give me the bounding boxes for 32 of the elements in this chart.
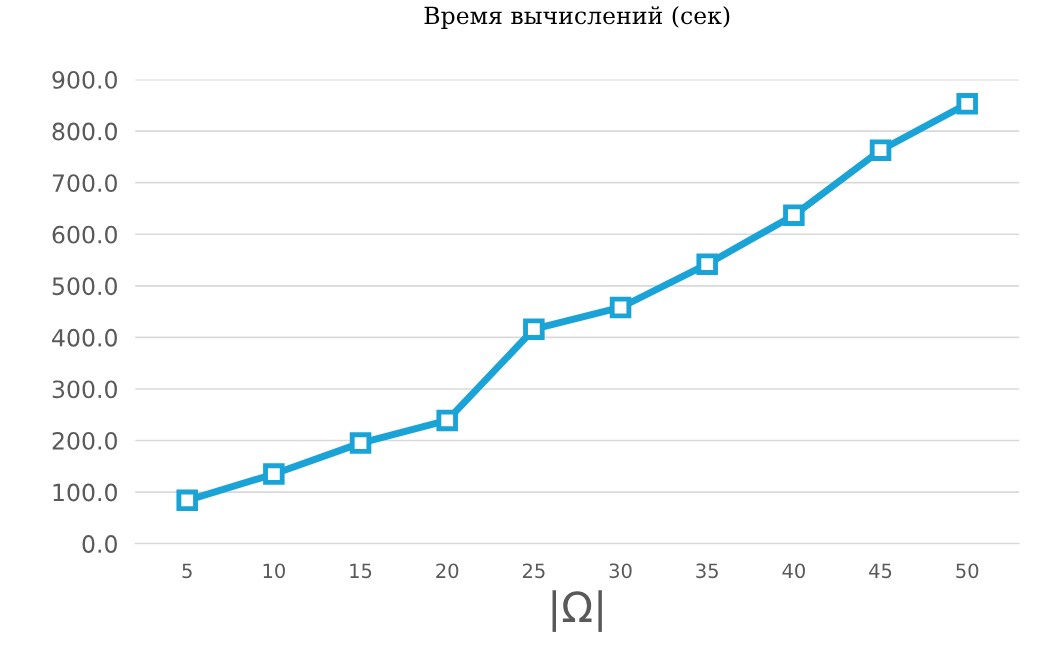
point (263, 463, 285, 485)
point (349, 432, 372, 454)
point (436, 409, 458, 432)
x-tick-label: 30 (609, 563, 632, 579)
y-tick-label: 200.0 (52, 431, 117, 450)
y-tick-label: 100.0 (53, 483, 117, 502)
x-tick-label: 20 (436, 563, 459, 579)
x-tick-label: 45 (869, 563, 892, 579)
chart-title: Время вычислений (сек) (424, 6, 730, 29)
y-tick-label: 0.0 (82, 535, 117, 553)
y-tick-label: 800.0 (52, 122, 117, 141)
y-tick-label: 900.0 (52, 71, 117, 89)
x-tick-label: 50 (956, 563, 979, 579)
x-tick-label: 15 (350, 563, 372, 579)
point (523, 318, 545, 340)
point (783, 204, 805, 226)
y-tick-label: 700.0 (52, 174, 117, 192)
x-tick-label: 10 (263, 563, 285, 579)
point (956, 93, 978, 115)
x-tick-label: 35 (696, 563, 718, 579)
y-tick-label: 400.0 (52, 328, 117, 347)
point (696, 253, 718, 275)
x-axis-title: |Ω| (552, 590, 602, 632)
x-tick-label: 25 (522, 563, 545, 579)
y-tick-label: 500.0 (52, 277, 117, 296)
point (869, 139, 892, 161)
y-tick-label: 600.0 (52, 225, 117, 244)
point (609, 296, 632, 319)
y-tick-label: 300.0 (52, 380, 117, 399)
point (176, 489, 198, 512)
x-tick-label: 5 (182, 563, 192, 579)
x-tick-label: 40 (782, 563, 805, 579)
